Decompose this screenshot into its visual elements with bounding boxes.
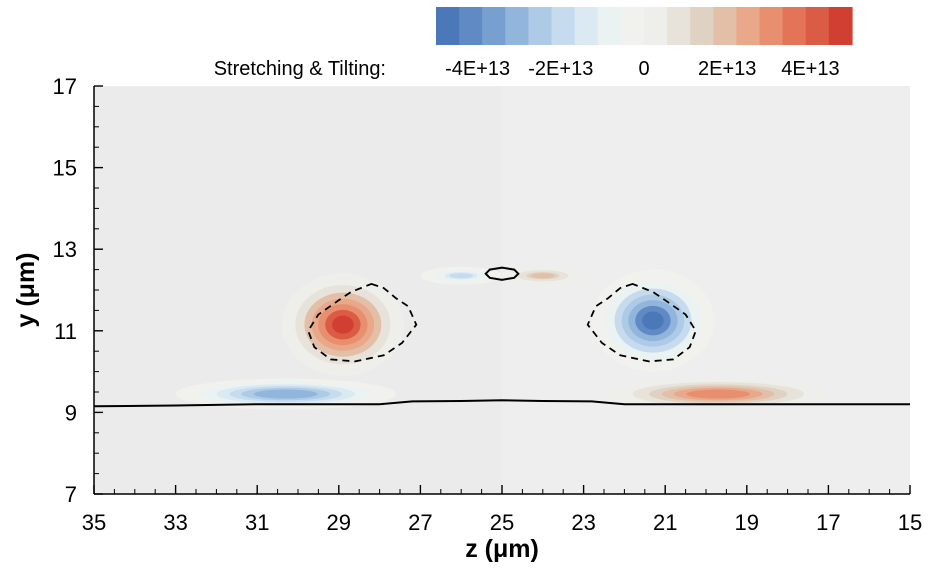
x-tick-label: 33 [163, 510, 187, 535]
colorbar [436, 7, 853, 45]
y-tick-label: 9 [65, 400, 77, 425]
plot-area [94, 86, 910, 494]
y-tick-label: 17 [53, 74, 77, 99]
colorbar-swatch [782, 7, 807, 45]
colorbar-swatch [505, 7, 530, 45]
colorbar-tick-label: -4E+13 [445, 58, 510, 80]
colorbar-swatch [459, 7, 483, 45]
contour-features [175, 266, 829, 410]
contour-lines [94, 266, 910, 408]
zero-contour-loop [484, 266, 520, 281]
x-tick-label: 21 [653, 510, 677, 535]
colorbar-swatch [828, 7, 853, 45]
negative-contour [175, 378, 396, 410]
colorbar-tick-label: 2E+13 [698, 58, 756, 80]
contour-band [642, 311, 664, 330]
colorbar-title: Stretching & Tilting: [214, 58, 386, 80]
contour-band [332, 315, 354, 334]
x-axis-ticks: 35 33 31 29 27 25 23 21 19 17 15 [82, 485, 922, 535]
positive-contour [281, 273, 405, 376]
dashed-contour-loop [307, 282, 418, 363]
positive-contour [608, 378, 829, 410]
colorbar-tick-label: 4E+13 [781, 58, 839, 80]
colorbar-tick-label: -2E+13 [528, 58, 593, 80]
y-axis-title: y (μm) [12, 252, 40, 327]
colorbar-swatch [713, 7, 738, 45]
contour-band [266, 391, 306, 397]
x-axis-title: z (μm) [465, 535, 539, 563]
colorbar-tick-label: 0 [638, 58, 649, 80]
y-axis-ticks: 7 9 11 13 15 17 [53, 74, 103, 507]
x-tick-label: 35 [82, 510, 106, 535]
y-tick-label: 7 [65, 482, 77, 507]
zero-contour-line [94, 399, 910, 408]
contour-band [453, 274, 469, 278]
colorbar-swatch [805, 7, 830, 45]
colorbar-swatch [690, 7, 714, 45]
colorbar-swatch [620, 7, 645, 45]
y-tick-label: 13 [53, 237, 77, 262]
colorbar-swatch [644, 7, 668, 45]
y-tick-label: 11 [54, 319, 77, 344]
x-tick-label: 15 [898, 510, 922, 535]
colorbar-swatch [528, 7, 553, 45]
dashed-contour-loop [586, 282, 697, 363]
plot-background-right [502, 86, 910, 494]
colorbar-swatch [667, 7, 691, 45]
x-tick-label: 25 [490, 510, 514, 535]
colorbar-swatch [551, 7, 576, 45]
colorbar-swatch [759, 7, 784, 45]
colorbar-swatch [574, 7, 599, 45]
negative-contour [420, 266, 503, 285]
y-tick-label: 15 [53, 156, 77, 181]
contour-band [698, 391, 738, 397]
x-tick-label: 23 [571, 510, 595, 535]
contour-band [535, 274, 551, 278]
x-tick-label: 17 [816, 510, 840, 535]
colorbar-swatch [436, 7, 460, 45]
positive-contour [502, 266, 584, 285]
colorbar-swatch [597, 7, 622, 45]
colorbar-tick-labels: -4E+13 -2E+13 0 2E+13 4E+13 [445, 58, 840, 80]
colorbar-swatch [736, 7, 761, 45]
x-tick-label: 31 [245, 510, 269, 535]
negative-contour [591, 269, 715, 372]
x-tick-label: 19 [735, 510, 759, 535]
x-tick-label: 29 [327, 510, 351, 535]
x-tick-label: 27 [408, 510, 432, 535]
colorbar-swatch [482, 7, 506, 45]
